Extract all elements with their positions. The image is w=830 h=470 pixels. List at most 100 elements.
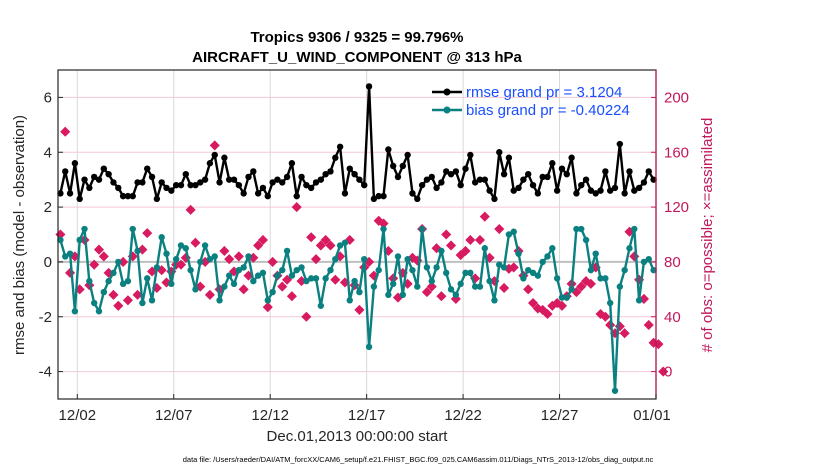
count-marker (426, 281, 437, 292)
count-marker (585, 278, 596, 289)
bias-point (616, 283, 624, 290)
bias-point (578, 225, 585, 233)
bias-point (592, 250, 599, 257)
bias-point (192, 286, 199, 293)
rmse-point (158, 179, 165, 186)
bias-point (471, 283, 479, 290)
bias-point (399, 291, 407, 299)
y-tick-label: -2 (39, 309, 52, 326)
bias-point (293, 266, 300, 274)
rmse-point (235, 181, 243, 189)
rmse-point (346, 165, 353, 172)
bias-point (226, 272, 233, 279)
bias-point (423, 264, 431, 271)
bias-point (288, 272, 296, 279)
bias-point (375, 266, 382, 274)
bias-point (163, 250, 170, 257)
bias-point (365, 343, 373, 351)
rmse-point (515, 184, 522, 192)
rmse-point (211, 151, 218, 159)
count-marker (238, 284, 249, 295)
rmse-point (240, 190, 247, 197)
count-marker (431, 243, 442, 254)
rmse-point (505, 154, 513, 161)
rmse-point (409, 190, 416, 197)
count-marker (204, 289, 215, 300)
y-right-tick-label: 160 (664, 144, 689, 161)
rmse-point (404, 151, 411, 159)
rmse-point (361, 181, 368, 189)
bias-point (211, 253, 218, 260)
count-marker (233, 251, 244, 262)
bias-point (587, 266, 595, 274)
bias-point (110, 269, 117, 277)
rmse-point (611, 184, 619, 192)
rmse-point (563, 170, 570, 178)
count-marker (619, 328, 630, 339)
count-marker (320, 234, 331, 246)
bias-point (549, 245, 556, 252)
bias-point (452, 291, 460, 299)
rmse-point (62, 168, 69, 175)
rmse-point (597, 187, 604, 194)
bias-point (529, 269, 537, 277)
rmse-point (500, 170, 508, 178)
bias-point (553, 275, 561, 282)
bias-point (534, 272, 542, 279)
rmse-point (288, 160, 296, 167)
bias-point (558, 294, 566, 301)
bias-series (57, 225, 657, 394)
bias-point (119, 280, 127, 288)
data-file-footer: data file: /Users/raeder/DAI/ATM_forcXX/… (183, 455, 654, 464)
bias-point (404, 255, 411, 263)
bias-point (346, 297, 353, 304)
bias-point (443, 269, 450, 277)
count-marker (643, 319, 654, 331)
y-tick-label: 2 (44, 199, 52, 216)
bias-point (90, 299, 98, 307)
bias-point (597, 275, 604, 282)
bias-point (264, 297, 271, 304)
legend-rmse-marker (443, 88, 451, 96)
rmse-point (606, 187, 614, 194)
bias-point (148, 297, 156, 304)
rmse-point (134, 179, 141, 186)
rmse-point (187, 181, 194, 189)
bias-point (394, 253, 402, 260)
bias-point (124, 277, 132, 285)
count-marker (262, 302, 273, 313)
bias-point (650, 266, 657, 274)
bias-line (59, 227, 655, 392)
rmse-point (587, 187, 595, 194)
rmse-point (471, 179, 479, 186)
rmse-point (307, 184, 315, 192)
bias-point (245, 253, 252, 260)
count-marker (600, 311, 611, 322)
x-axis: 12/02 12/07 12/12 12/17 12/22 12/27 01/01 (59, 394, 671, 424)
count-marker (185, 204, 196, 215)
bias-point (134, 247, 141, 255)
count-marker (122, 295, 133, 306)
rmse-point (110, 179, 117, 186)
bias-point (206, 255, 214, 263)
rmse-point (418, 181, 426, 189)
bias-point (606, 299, 614, 307)
count-marker (499, 282, 510, 294)
bias-point (544, 253, 551, 260)
rmse-point (105, 170, 112, 178)
bias-point (510, 228, 517, 235)
bias-point (467, 269, 474, 277)
rmse-point (520, 176, 527, 183)
count-marker (542, 308, 553, 320)
count-marker (291, 202, 302, 213)
rmse-point (578, 181, 585, 189)
bias-point (298, 264, 305, 271)
bias-point (274, 272, 281, 279)
bias-point (389, 280, 397, 288)
rmse-point (496, 149, 503, 156)
rmse-point (139, 179, 146, 186)
rmse-point (365, 83, 373, 90)
rmse-point (375, 192, 382, 200)
count-marker (494, 223, 505, 235)
